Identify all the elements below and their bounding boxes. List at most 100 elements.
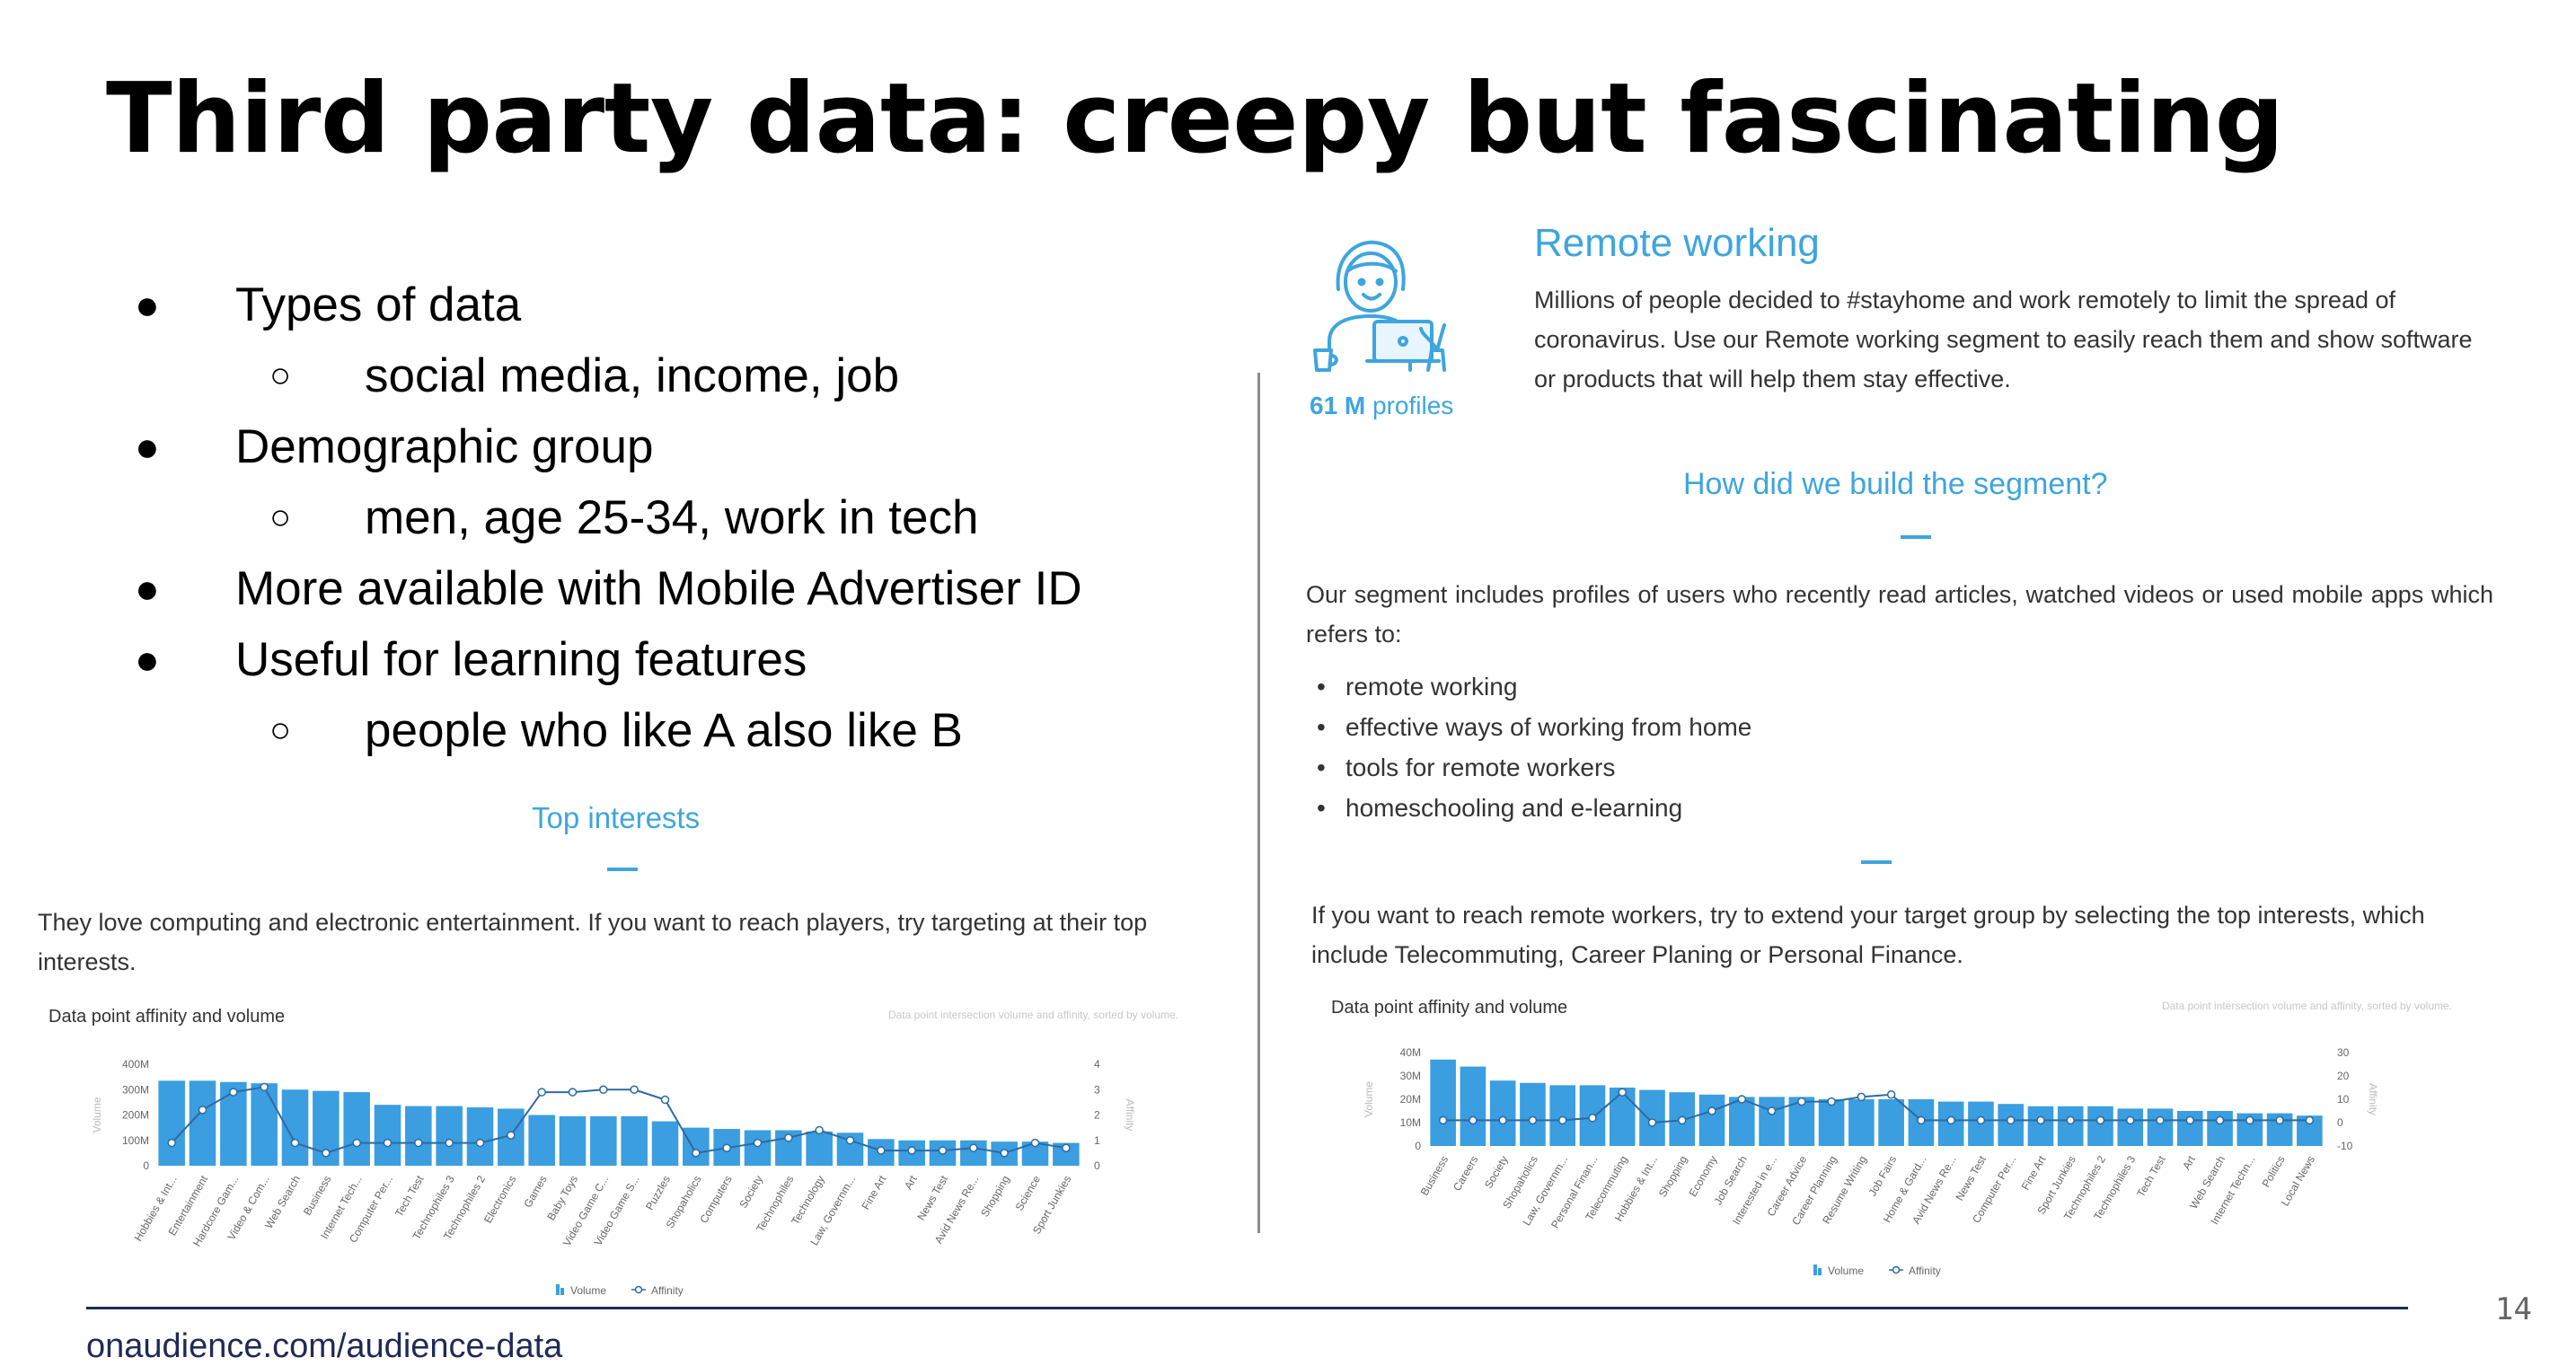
y-tick-label: 100M [122,1134,149,1147]
section-underline [1861,860,1892,864]
legend-affinity-icon [634,1285,643,1294]
volume-bar [651,1121,679,1166]
affinity-point [1000,1149,1009,1158]
volume-bar [1609,1088,1636,1146]
volume-bar [251,1083,278,1166]
bullet-dot-icon: ● [135,423,160,470]
category-label: Computers [697,1174,734,1226]
affinity-point [2095,1115,2105,1125]
volume-bar [1728,1097,1755,1146]
volume-bar [559,1115,587,1166]
segment-title: Remote working [1534,221,1820,265]
category-label: Careers [1451,1154,1480,1194]
volume-bar [189,1080,216,1166]
affinity-point [907,1146,916,1155]
affinity-point [1917,1115,1926,1125]
affinity-point [1946,1115,1955,1125]
affinity-point [1827,1097,1836,1106]
category-label: Society [737,1174,765,1211]
category-label: Art [2180,1153,2198,1172]
heading-underline [607,868,638,871]
affinity-point [1707,1106,1716,1115]
affinity-volume-chart-left: Data point affinity and volume Data point… [49,1007,1178,1297]
affinity-point [815,1125,824,1135]
affinity-point [537,1088,546,1097]
volume-bar [2057,1106,2084,1146]
affinity-point [507,1131,516,1140]
y2-tick-label: 30 [2337,1046,2350,1059]
heading-underline [1901,535,1931,539]
category-label: Tech Test [393,1173,427,1219]
profiles-count: 61 M profiles [1310,392,1453,420]
affinity-point [383,1138,393,1148]
affinity-point [1557,1115,1567,1125]
y-tick-label: 300M [122,1083,149,1096]
volume-bar [2027,1106,2054,1146]
volume-bar [1848,1099,1875,1146]
affinity-point [2245,1115,2254,1125]
affinity-point [1797,1097,1806,1106]
bullet-item: ○ men, age 25-34, work in tech [135,482,1082,553]
legend-affinity-icon [1892,1265,1901,1274]
volume-bar [1549,1085,1576,1146]
legend-affinity: Affinity [651,1284,684,1297]
affinity-point [1857,1092,1866,1102]
criteria-item: effective ways of working from home [1313,707,1751,747]
affinity-point [692,1149,701,1158]
bullet-item: ● More available with Mobile Advertiser I… [135,553,1082,624]
category-label: Tech Test [2134,1153,2168,1199]
y-axis-label: Volume [1363,1081,1375,1117]
affinity-point [630,1085,639,1094]
affinity-point [198,1106,207,1115]
source-link[interactable]: onaudience.com/audience-data [86,1327,563,1365]
y2-tick-label: 2 [1094,1109,1100,1122]
category-label: Science [1013,1173,1044,1212]
affinity-line [1442,1090,2310,1124]
category-label: Business [1418,1154,1451,1198]
volume-bar [1489,1080,1516,1146]
volume-bar [1878,1099,1904,1146]
affinity-point [2156,1115,2165,1125]
bullet-circle-icon: ○ [269,710,292,750]
bullet-dot-icon: ● [135,636,160,683]
legend-volume: Volume [570,1284,606,1297]
y-tick-label: 200M [122,1109,149,1122]
top-interests-heading: Top interests [532,801,701,834]
affinity-point [784,1133,793,1142]
bullet-dot-icon: ● [135,565,160,612]
category-label: Job Fairs [1866,1154,1899,1199]
bullet-circle-icon: ○ [269,498,292,537]
affinity-point [1767,1106,1777,1115]
y-tick-label: 30M [1400,1070,1421,1082]
affinity-point [1498,1115,1507,1125]
affinity-point [414,1138,423,1148]
volume-bar [2117,1108,2144,1146]
reach-text: If you want to reach remote workers, try… [1311,902,2425,968]
y2-axis-label: Affinity [1124,1099,1136,1132]
chart-subtitle: Data point intersection volume and affin… [2162,1000,2452,1012]
slide-title: Third party data: creepy but fascinating [106,63,2284,175]
legend-affinity: Affinity [1909,1265,1941,1277]
bullet-text: Useful for learning features [235,633,807,686]
affinity-point [722,1143,731,1152]
bullet-item: ○ social media, income, job [135,340,1082,411]
how-built-heading: How did we build the segment? [1683,467,2108,501]
affinity-point [290,1138,300,1148]
y2-tick-label: 3 [1094,1083,1100,1096]
affinity-point [1678,1115,1687,1125]
chart-title: Data point affinity and volume [49,1007,285,1027]
category-label: Baby Toys [544,1174,580,1223]
category-label: Games [521,1174,549,1211]
bullet-item: ○ people who like A also like B [135,695,1082,766]
affinity-point [568,1088,578,1097]
affinity-point [352,1138,361,1148]
affinity-point [938,1146,948,1155]
volume-bar [621,1115,648,1166]
bullet-text: More available with Mobile Advertiser ID [235,562,1082,615]
affinity-point [1030,1138,1040,1148]
category-label: Electronics [481,1174,518,1226]
volume-bar [806,1131,833,1166]
profiles-label: profiles [1372,392,1454,419]
affinity-point [2036,1115,2045,1125]
affinity-point [229,1088,238,1097]
